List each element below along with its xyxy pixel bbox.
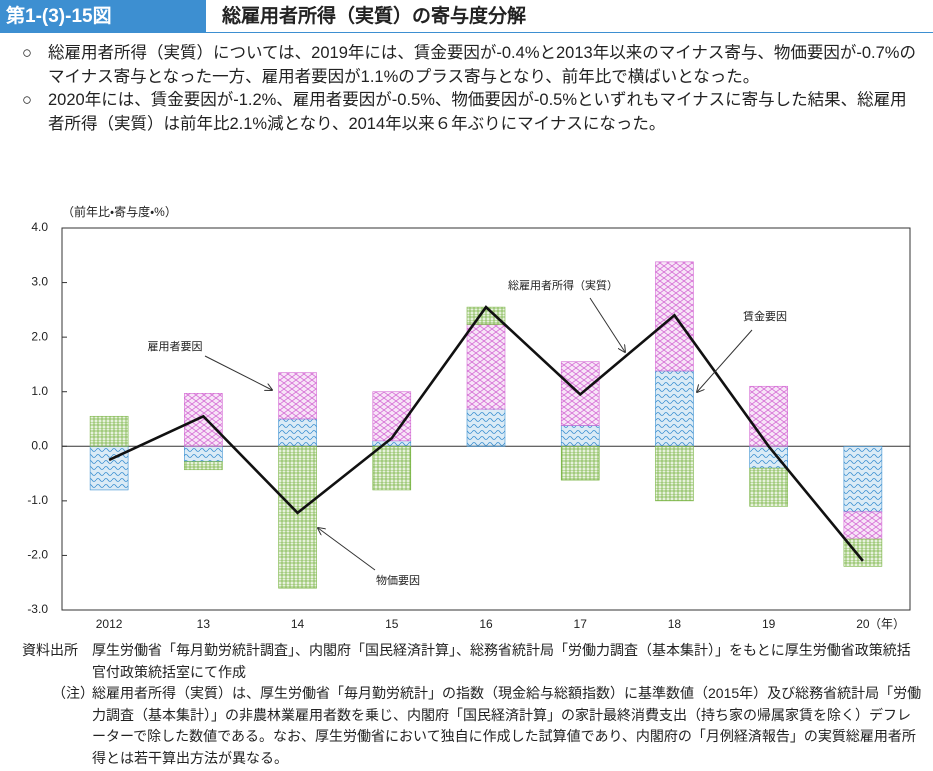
chart: （前年比・寄与度・%） （年） -3.0 -2.0 -1.0 0.0 1.0 2.0 3.0… — [27, 204, 911, 631]
total-line — [108, 305, 864, 562]
x-tick-label: 20 — [856, 617, 870, 631]
annotation-arrow — [318, 528, 376, 571]
x-tick-label: 2012 — [96, 617, 123, 631]
bar-segment — [749, 445, 788, 469]
x-tick-label: 17 — [574, 617, 588, 631]
bar-segment — [466, 306, 506, 325]
bullet-mark: ○ — [22, 91, 32, 109]
source: 資料出所 厚生労働省「毎月勤労統計調査」、内閣府「国民経済計算」、総務省統計局「労… — [22, 640, 922, 683]
y-tick-label: 4.0 — [31, 220, 48, 234]
source-label: 資料出所 — [22, 642, 78, 658]
x-tick-label: 18 — [668, 617, 682, 631]
x-tick-label: 16 — [479, 617, 493, 631]
series-annotation: 総雇用者所得（実質） — [508, 278, 618, 292]
bullet: ○ 2020年には、賃金要因が-1.2%、雇用者要因が-0.5%、物価要因が-0.… — [22, 89, 922, 136]
annotation-arrow — [589, 297, 625, 352]
y-tick-label: -3.0 — [27, 602, 48, 616]
bar-segment — [89, 415, 129, 447]
header: 第1-(3)-15図 総雇用者所得（実質）の寄与度分解 — [0, 0, 933, 34]
note-label: （注） — [52, 685, 94, 701]
bullet-text: 総雇用者所得（実質）については、2019年には、賃金要因が-0.4%と2013年… — [48, 44, 916, 86]
series-annotation: 物価要因 — [376, 573, 420, 587]
bar-segment — [372, 391, 412, 442]
bar-segment — [655, 445, 694, 502]
bar-segment — [843, 511, 883, 540]
x-tick-label: 13 — [197, 617, 211, 631]
figure-number: 第1-(3)-15図 — [0, 0, 206, 33]
figure-title: 総雇用者所得（実質）の寄与度分解 — [222, 6, 527, 27]
note: （注）総雇用者所得（実質）は、厚生労働省「毎月勤労統計」の指数（現金給与総額指数… — [22, 683, 922, 769]
bar-segment — [278, 445, 317, 589]
annotation-arrow — [697, 329, 753, 392]
bar-segment — [560, 425, 600, 447]
series-annotation: 賃金要因 — [743, 309, 787, 323]
x-tick-label: 19 — [762, 617, 776, 631]
summary: ○ 総雇用者所得（実質）については、2019年には、賃金要因が-0.4%と2013… — [22, 42, 922, 136]
y-tick-label: 1.0 — [31, 384, 48, 398]
bar-segment — [184, 393, 223, 447]
y-axis-label: （前年比・寄与度・%） — [62, 204, 177, 219]
annotation-arrow — [204, 355, 272, 390]
y-tick-label: -1.0 — [27, 493, 48, 507]
bar-segment — [560, 445, 600, 481]
bar-segment — [372, 445, 412, 491]
note-text: 総雇用者所得（実質）は、厚生労働省「毎月勤労統計」の指数（現金給与総額指数）に基… — [92, 685, 922, 766]
bullet-mark: ○ — [22, 44, 32, 62]
bar-segment — [749, 385, 788, 447]
x-axis-label: （年） — [869, 617, 905, 631]
header-rule — [206, 32, 933, 33]
bar-segment — [466, 408, 506, 447]
y-tick-label: 3.0 — [31, 275, 48, 289]
bar-segment — [466, 324, 506, 410]
bar-segment — [278, 418, 317, 447]
bar-segment — [184, 461, 223, 471]
bullet: ○ 総雇用者所得（実質）については、2019年には、賃金要因が-0.4%と2013… — [22, 42, 922, 89]
bar-segment — [655, 370, 694, 447]
y-tick-label: -2.0 — [27, 548, 48, 562]
bar-segment — [184, 445, 223, 462]
y-tick-label: 0.0 — [31, 438, 48, 452]
y-tick-label: 2.0 — [31, 329, 48, 343]
series-annotation: 雇用者要因 — [148, 340, 203, 353]
x-tick-label: 15 — [385, 617, 399, 631]
bar-segment — [278, 372, 317, 420]
footnotes: 資料出所 厚生労働省「毎月勤労統計調査」、内閣府「国民経済計算」、総務省統計局「労… — [22, 640, 922, 769]
plot-frame — [61, 227, 911, 611]
x-tick-label: 14 — [291, 617, 305, 631]
bar-segment — [843, 445, 883, 513]
bar-segment — [749, 467, 788, 507]
bar-segment — [372, 440, 412, 447]
source-text: 厚生労働省「毎月勤労統計調査」、内閣府「国民経済計算」、総務省統計局「労働力調査… — [92, 642, 911, 680]
bullet-text: 2020年には、賃金要因が-1.2%、雇用者要因が-0.5%、物価要因が-0.5… — [48, 91, 907, 133]
